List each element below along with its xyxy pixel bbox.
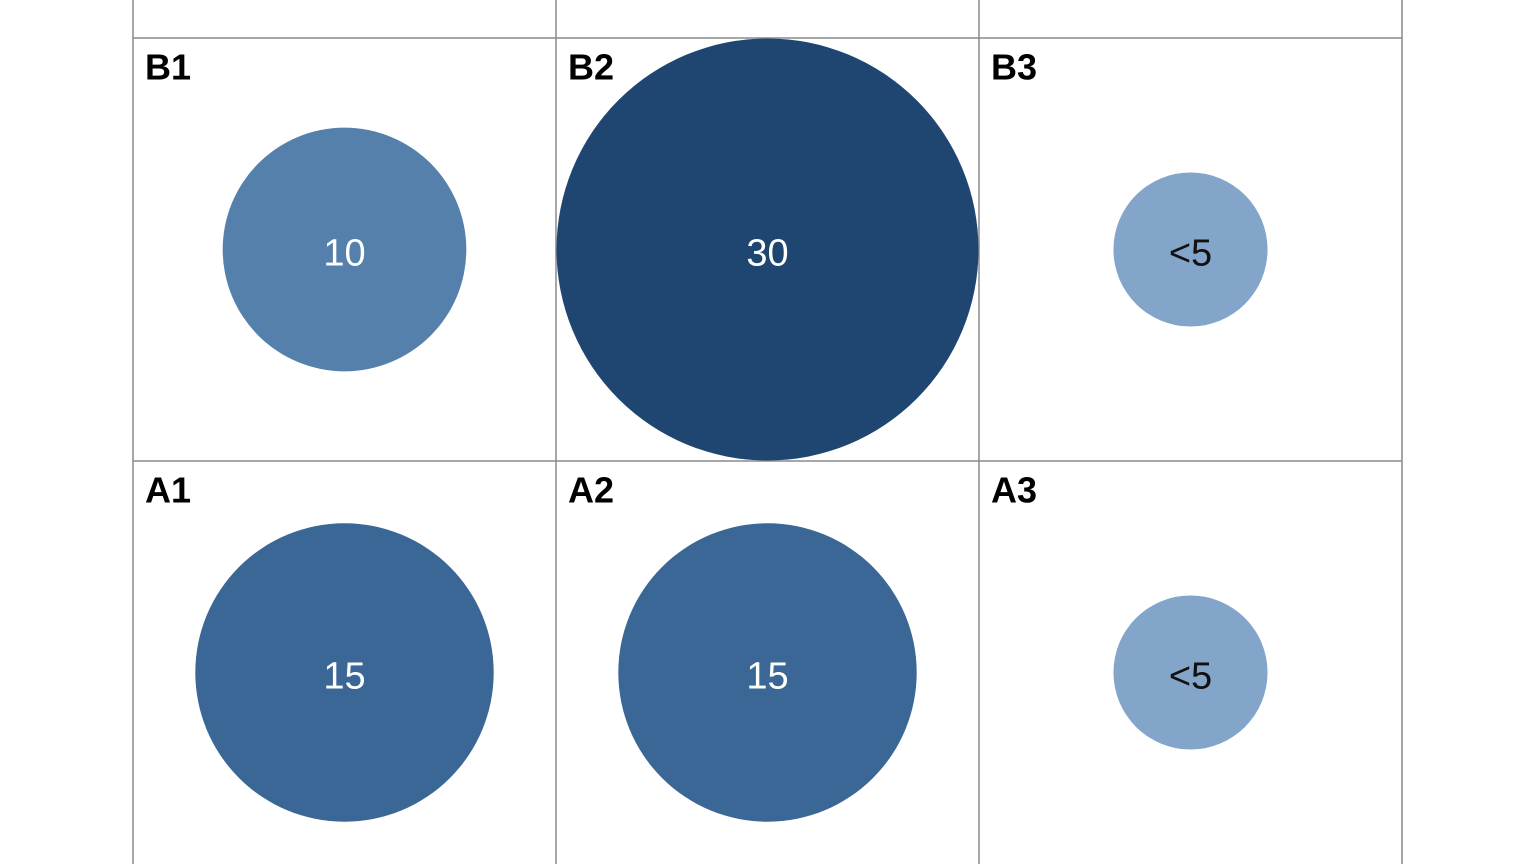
value-label: 10 [323,233,365,275]
bubble [1113,595,1268,750]
value-label: <5 [1169,233,1212,275]
cell-label: A1 [145,470,191,511]
value-label: 15 [746,656,788,698]
value-label: <5 [1169,656,1212,698]
bubble [556,38,979,461]
cell-label: A3 [991,470,1037,511]
cell-label: B1 [145,47,191,88]
bubble [222,127,467,372]
bubble [195,523,494,822]
cell-label: B2 [568,47,614,88]
cell-label: B3 [991,47,1037,88]
value-label: 15 [323,656,365,698]
grid [132,0,1403,864]
bubble [618,523,917,822]
cell-label: A2 [568,470,614,511]
value-label: 30 [746,233,788,275]
bubble [1113,172,1268,327]
